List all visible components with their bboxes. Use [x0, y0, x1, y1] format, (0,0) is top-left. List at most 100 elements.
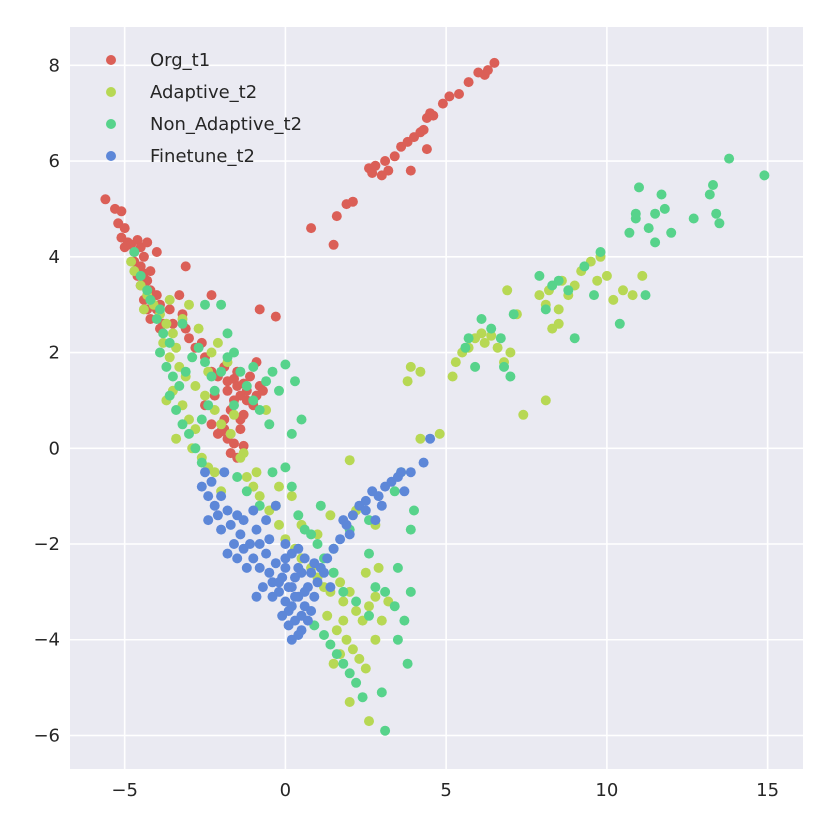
data-point [171, 433, 182, 444]
data-point [235, 529, 246, 540]
data-point [212, 510, 223, 521]
data-point [344, 529, 355, 540]
data-point [119, 223, 130, 234]
data-point [376, 500, 387, 511]
data-point [351, 606, 362, 616]
data-point [151, 314, 162, 324]
data-point [470, 361, 481, 372]
data-point [238, 448, 249, 459]
data-point [383, 165, 394, 176]
data-point [505, 347, 516, 358]
data-point [479, 337, 490, 348]
data-point [190, 381, 201, 391]
data-point [155, 347, 165, 358]
y-tick-label: 2 [49, 343, 60, 364]
data-point [283, 582, 294, 593]
data-point [283, 620, 294, 631]
data-point [360, 567, 371, 578]
data-point [180, 261, 191, 272]
data-point [280, 359, 291, 370]
data-point [261, 376, 272, 387]
data-point [126, 256, 137, 267]
data-point [364, 601, 374, 612]
data-point [495, 333, 506, 344]
data-point [229, 409, 239, 420]
data-point [174, 290, 185, 301]
data-point [164, 294, 175, 305]
data-point [138, 304, 149, 315]
data-point [338, 596, 349, 607]
data-point [306, 567, 317, 578]
data-point [190, 443, 201, 454]
data-point [254, 405, 265, 415]
y-tick-label: −2 [33, 534, 60, 555]
data-point [257, 385, 268, 396]
data-point [328, 543, 339, 554]
data-point [200, 357, 210, 368]
data-point [328, 658, 339, 669]
data-point [286, 481, 297, 492]
data-point [302, 615, 313, 626]
data-point [225, 428, 236, 439]
data-point [589, 290, 599, 301]
legend-marker [106, 151, 116, 161]
data-point [618, 285, 628, 296]
data-point [196, 481, 207, 492]
data-point [293, 630, 304, 640]
data-point [614, 318, 625, 329]
data-point [206, 347, 217, 358]
data-point [460, 342, 471, 353]
x-tick-label: −5 [111, 780, 138, 801]
data-point [196, 414, 207, 425]
data-point [196, 457, 207, 468]
data-point [370, 582, 381, 593]
points-layer [100, 57, 770, 736]
data-point [264, 534, 275, 545]
data-point [267, 467, 278, 478]
data-point [164, 352, 175, 363]
data-point [212, 337, 223, 348]
series-Finetune_t2 [196, 433, 436, 645]
data-point [415, 433, 426, 444]
data-point [235, 424, 246, 435]
data-point [444, 91, 455, 102]
data-point [180, 366, 191, 377]
data-point [254, 562, 265, 573]
data-point [299, 586, 310, 597]
data-point [293, 510, 304, 521]
data-point [553, 304, 564, 315]
legend-marker [106, 87, 116, 97]
data-point [325, 582, 336, 593]
data-point [286, 491, 297, 502]
data-point [434, 428, 445, 439]
y-tick-label: 8 [49, 55, 60, 76]
y-tick-label: 4 [49, 247, 60, 268]
data-point [711, 208, 722, 219]
data-point [319, 630, 329, 640]
data-point [402, 658, 413, 669]
data-point [267, 591, 278, 602]
data-point [203, 400, 214, 411]
data-point [206, 371, 217, 382]
data-point [248, 361, 259, 372]
y-axis-ticks: −6 −4 −2 0 2 4 6 8 [33, 55, 60, 746]
data-point [540, 395, 551, 406]
data-point [251, 467, 262, 478]
data-point [601, 270, 612, 281]
data-point [569, 333, 580, 344]
legend-marker [106, 55, 116, 65]
data-point [241, 381, 252, 391]
data-point [280, 553, 291, 564]
data-point [151, 247, 162, 257]
data-point [312, 539, 323, 549]
data-point [296, 414, 307, 425]
data-point [666, 227, 677, 238]
data-point [627, 290, 638, 301]
data-point [241, 486, 252, 497]
data-point [418, 457, 429, 468]
data-point [184, 299, 194, 310]
data-point [138, 251, 149, 262]
data-point [225, 519, 236, 530]
data-point [216, 299, 227, 310]
legend-label: Adaptive_t2 [150, 82, 257, 103]
